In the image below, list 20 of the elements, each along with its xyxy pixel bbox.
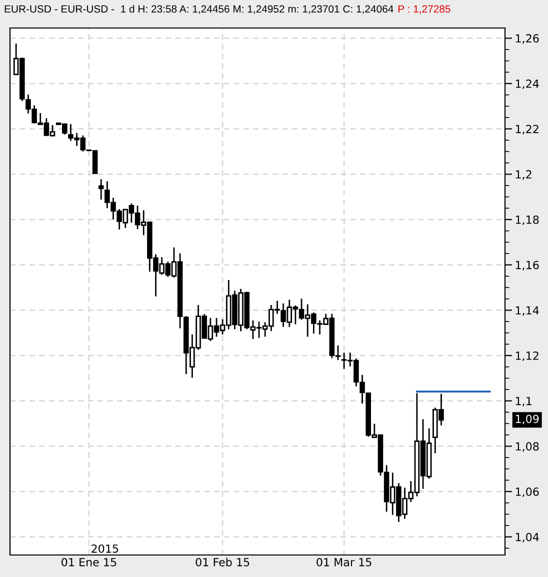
annotation: 2015 [92, 544, 118, 553]
y-tick-label: 1,18 [516, 216, 539, 226]
y-tick-label: 1,14 [516, 306, 539, 316]
y-tick-label: 1,24 [516, 80, 539, 90]
y-tick-label: 1,16 [516, 260, 539, 270]
x-tick-label: 01 Mar 15 [316, 558, 372, 566]
y-tick-label: 1,26 [516, 34, 539, 44]
x-tick-label: 01 Ene 15 [62, 558, 116, 566]
y-tick-label: 1,2 [516, 170, 532, 180]
y-tick-label: 1,08 [516, 442, 539, 452]
y-tick-label: 1,1 [516, 396, 532, 406]
y-tick-label: 1,22 [516, 124, 538, 134]
chart-subtitle: P : 1,27285 [398, 5, 450, 14]
text: 1,09 [516, 414, 539, 424]
candlestick [98, 178, 104, 200]
x-tick-label: 01 Feb 15 [196, 558, 250, 566]
chart-title: EUR-USD - EUR-USD - 1 d H: 23:58 A: 1,24456 M: 1,24952 m: 1,23701 C: 1,24064 [4, 5, 394, 14]
y-tick-label: 1,04 [516, 532, 539, 542]
y-tick-label: 1,06 [516, 488, 539, 498]
y-tick-label: 1,12 [516, 352, 538, 362]
